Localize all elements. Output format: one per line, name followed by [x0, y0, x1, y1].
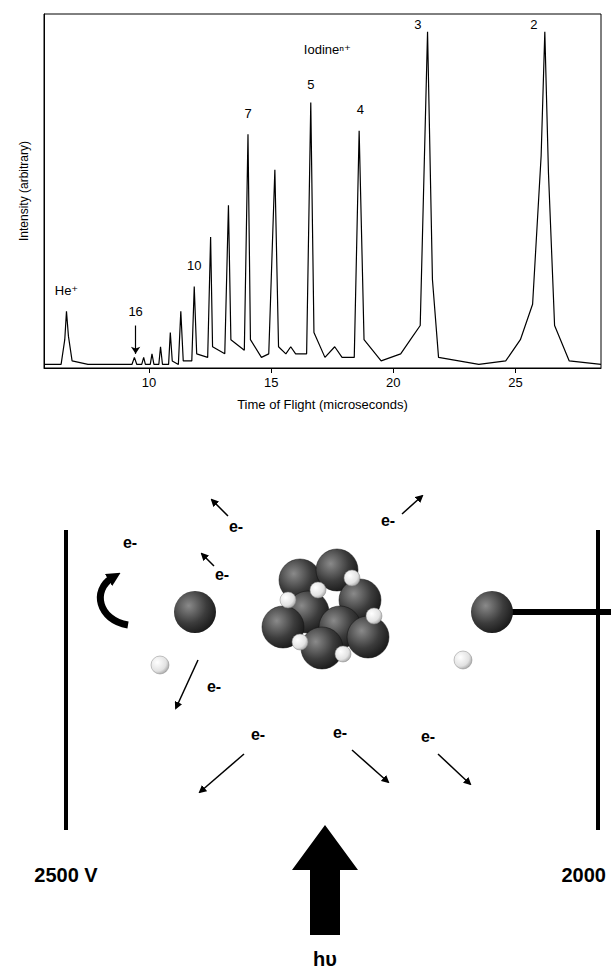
svg-text:e-: e-: [333, 724, 347, 741]
svg-text:10: 10: [142, 375, 156, 390]
svg-text:15: 15: [264, 375, 278, 390]
svg-text:e-: e-: [229, 518, 243, 535]
svg-text:e-: e-: [207, 678, 221, 695]
svg-text:7: 7: [244, 106, 251, 121]
svg-text:e-: e-: [251, 726, 265, 743]
svg-text:Intensity (arbitrary): Intensity (arbitrary): [17, 141, 31, 241]
svg-text:25: 25: [508, 375, 522, 390]
svg-text:Time of Flight (microseconds): Time of Flight (microseconds): [237, 397, 408, 412]
svg-text:He⁺: He⁺: [55, 283, 78, 298]
svg-text:e-: e-: [123, 534, 137, 551]
svg-text:e-: e-: [421, 728, 435, 745]
svg-text:5: 5: [307, 77, 314, 92]
svg-text:2: 2: [530, 17, 537, 32]
svg-text:10: 10: [187, 258, 201, 273]
svg-text:2500 V: 2500 V: [34, 864, 98, 886]
svg-text:e-: e-: [215, 566, 229, 583]
svg-text:Iodineⁿ⁺: Iodineⁿ⁺: [304, 42, 351, 57]
svg-text:3: 3: [414, 17, 421, 32]
svg-text:16: 16: [128, 304, 142, 319]
svg-text:4: 4: [357, 102, 364, 117]
svg-text:hυ: hυ: [313, 948, 337, 970]
svg-text:e-: e-: [381, 512, 395, 529]
svg-text:2000: 2000: [562, 864, 607, 886]
svg-text:20: 20: [386, 375, 400, 390]
